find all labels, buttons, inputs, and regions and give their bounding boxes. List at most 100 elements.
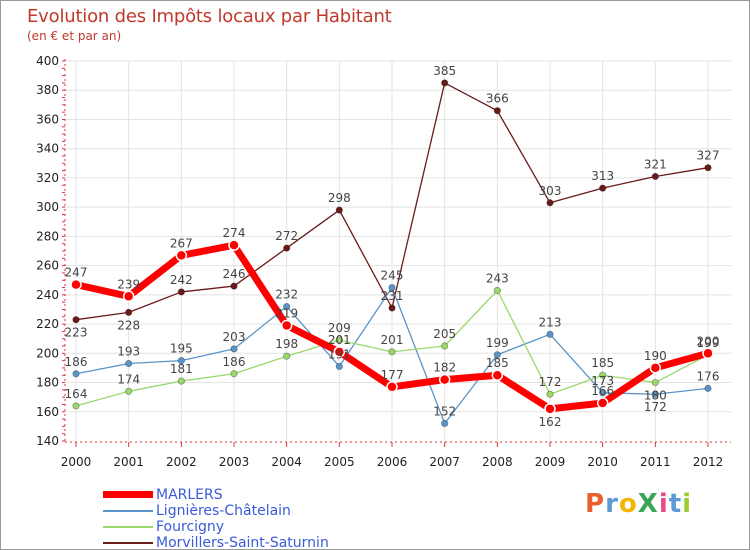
logo-letter: i bbox=[658, 489, 669, 519]
y-tick-label: 200 bbox=[36, 346, 59, 360]
data-point bbox=[599, 184, 607, 192]
data-label: 199 bbox=[486, 336, 509, 350]
data-point bbox=[72, 370, 80, 378]
y-tick-label: 400 bbox=[36, 54, 59, 68]
data-point bbox=[388, 283, 396, 292]
data-label: 177 bbox=[381, 368, 404, 382]
logo-letter: r bbox=[605, 489, 619, 519]
x-tick-label: 2003 bbox=[219, 455, 250, 469]
legend-label: Fourcigny bbox=[156, 519, 225, 535]
y-tick-label: 300 bbox=[36, 200, 59, 214]
data-point bbox=[649, 362, 662, 374]
data-point bbox=[386, 381, 398, 393]
data-point bbox=[491, 369, 504, 381]
x-tick-label: 2012 bbox=[693, 455, 724, 469]
data-point bbox=[441, 79, 449, 87]
data-label: 201 bbox=[328, 333, 351, 347]
data-label: 198 bbox=[275, 337, 298, 351]
data-point bbox=[546, 199, 554, 207]
chart-title: Evolution des Impôts locaux par Habitant bbox=[27, 6, 392, 27]
data-label: 185 bbox=[486, 356, 509, 370]
data-point bbox=[230, 345, 238, 353]
data-label: 303 bbox=[539, 184, 562, 198]
data-point bbox=[335, 206, 343, 214]
y-tick-label: 380 bbox=[36, 83, 59, 97]
data-point bbox=[441, 342, 449, 350]
x-tick-label: 2010 bbox=[587, 455, 618, 469]
data-label: 172 bbox=[644, 400, 667, 414]
data-label: 219 bbox=[275, 307, 298, 321]
logo-letter: t bbox=[668, 489, 683, 519]
grid bbox=[65, 60, 731, 441]
axes: 140 160 180 200 220 240 260 280 300 320 340 360 380 4… bbox=[36, 54, 731, 469]
data-label: 205 bbox=[433, 327, 456, 341]
data-point bbox=[544, 403, 556, 415]
y-tick-label: 320 bbox=[36, 171, 59, 185]
x-tick-label: 2005 bbox=[324, 455, 355, 469]
data-point bbox=[388, 304, 396, 312]
data-label: 242 bbox=[170, 273, 193, 287]
x-tick-label: 2009 bbox=[535, 455, 566, 469]
chart-subtitle: (en € et par an) bbox=[27, 29, 122, 43]
data-point bbox=[70, 278, 82, 291]
data-label: 213 bbox=[539, 315, 562, 329]
data-point bbox=[72, 316, 80, 324]
data-label: 162 bbox=[539, 415, 562, 429]
data-label: 180 bbox=[644, 389, 667, 403]
data-point bbox=[596, 397, 609, 409]
data-label: 267 bbox=[170, 236, 193, 250]
data-point bbox=[333, 346, 346, 358]
data-label: 327 bbox=[697, 149, 720, 163]
y-tick-label: 360 bbox=[36, 112, 59, 126]
data-point bbox=[704, 384, 712, 392]
series-layer bbox=[70, 79, 714, 428]
data-point bbox=[230, 282, 238, 290]
data-point bbox=[493, 107, 501, 115]
data-label: 185 bbox=[591, 356, 614, 370]
data-point bbox=[283, 302, 291, 311]
data-point bbox=[125, 359, 133, 368]
data-label: 164 bbox=[65, 387, 88, 401]
data-label: 246 bbox=[223, 267, 246, 281]
data-point bbox=[72, 402, 80, 410]
data-label: 247 bbox=[65, 266, 88, 280]
data-point bbox=[651, 172, 659, 181]
y-tick-label: 160 bbox=[36, 405, 59, 419]
series-morvillers-saint-saturnin bbox=[72, 79, 712, 324]
x-tick-label: 2002 bbox=[166, 455, 197, 469]
x-tick-label: 2000 bbox=[61, 455, 92, 469]
data-label: 172 bbox=[539, 375, 562, 389]
legend-swatch bbox=[103, 542, 153, 544]
data-point bbox=[438, 373, 451, 386]
data-point bbox=[704, 164, 712, 172]
data-point bbox=[177, 377, 185, 385]
data-label: 152 bbox=[433, 404, 456, 418]
data-point bbox=[177, 288, 185, 296]
data-label: 173 bbox=[591, 374, 614, 388]
data-label: 182 bbox=[433, 361, 456, 375]
data-point bbox=[599, 389, 607, 397]
data-label: 190 bbox=[644, 349, 667, 363]
data-label: 298 bbox=[328, 191, 351, 205]
data-point bbox=[651, 390, 659, 398]
data-point bbox=[175, 249, 188, 262]
data-labels: 223 228 242 246 272 298 231 385 366 303 313 321 327 1… bbox=[65, 64, 720, 429]
data-label: 176 bbox=[697, 369, 720, 383]
data-point bbox=[335, 336, 343, 344]
logo-letter: P bbox=[585, 489, 606, 519]
data-point bbox=[283, 244, 291, 252]
y-tick-label: 140 bbox=[36, 434, 59, 448]
data-label: 195 bbox=[170, 342, 193, 356]
legend-swatch bbox=[103, 510, 153, 512]
data-label: 228 bbox=[117, 318, 140, 332]
data-point bbox=[441, 419, 449, 428]
data-point bbox=[177, 357, 185, 365]
data-label: 199 bbox=[697, 336, 720, 350]
data-label: 232 bbox=[275, 288, 298, 302]
y-tick-label: 340 bbox=[36, 142, 59, 156]
data-point bbox=[388, 348, 396, 356]
legend-label: Lignières-Châtelain bbox=[156, 503, 291, 519]
data-point bbox=[125, 308, 133, 316]
data-label: 366 bbox=[486, 92, 509, 106]
